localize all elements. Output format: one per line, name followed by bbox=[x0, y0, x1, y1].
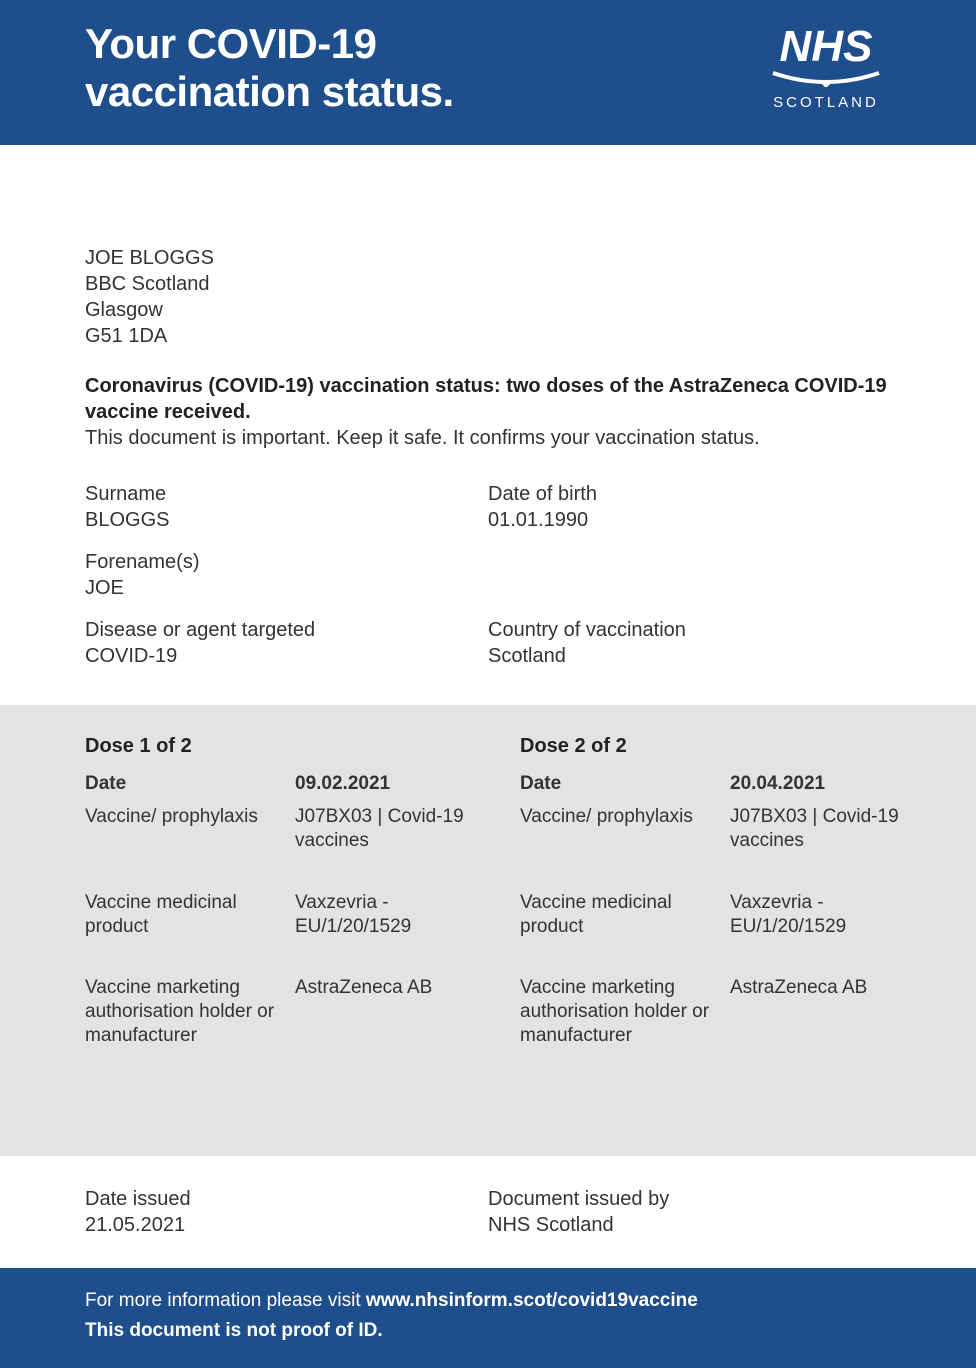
title-line-2: vaccination status. bbox=[85, 68, 454, 115]
dose1-product: Vaxzevria - EU/1/20/1529 bbox=[295, 891, 520, 977]
dose-grid: Dose 1 of 2 Dose 2 of 2 Date 09.02.2021 … bbox=[85, 735, 891, 1086]
dose1-title: Dose 1 of 2 bbox=[85, 735, 520, 758]
surname-block: Surname BLOGGS bbox=[85, 481, 488, 533]
dose-section: Dose 1 of 2 Dose 2 of 2 Date 09.02.2021 … bbox=[0, 705, 976, 1156]
surname-label: Surname bbox=[85, 481, 488, 507]
dose1-prophylaxis-label: Vaccine/ prophylaxis bbox=[85, 805, 295, 891]
dose2-prophylaxis-label: Vaccine/ prophylaxis bbox=[520, 805, 730, 891]
date-issued-block: Date issued 21.05.2021 bbox=[85, 1186, 488, 1238]
dose2-title: Dose 2 of 2 bbox=[520, 735, 955, 758]
dob-block: Date of birth 01.01.1990 bbox=[488, 481, 891, 533]
surname-value: BLOGGS bbox=[85, 507, 488, 533]
nhs-logo-sub: SCOTLAND bbox=[771, 94, 881, 111]
issued-by-value: NHS Scotland bbox=[488, 1212, 891, 1238]
nhs-logo: NHS SCOTLAND bbox=[771, 25, 891, 111]
footer-details: Date issued 21.05.2021 Document issued b… bbox=[0, 1156, 976, 1268]
content-upper: JOE BLOGGS BBC Scotland Glasgow G51 1DA … bbox=[0, 145, 976, 705]
header-banner: Your COVID-19 vaccination status. NHS SC… bbox=[0, 0, 976, 145]
dose2-date: 20.04.2021 bbox=[730, 772, 955, 806]
country-value: Scotland bbox=[488, 643, 891, 669]
address-org: BBC Scotland bbox=[85, 271, 891, 297]
forename-block: Forename(s) JOE bbox=[85, 549, 488, 601]
country-label: Country of vaccination bbox=[488, 617, 891, 643]
status-subtext: This document is important. Keep it safe… bbox=[85, 425, 891, 451]
footer-not-proof: This document is not proof of ID. bbox=[85, 1316, 891, 1346]
dose2-manufacturer-label: Vaccine marketing authorisation holder o… bbox=[520, 976, 730, 1085]
dose1-manufacturer: AstraZeneca AB bbox=[295, 976, 520, 1085]
country-block: Country of vaccination Scotland bbox=[488, 617, 891, 669]
footer-banner: For more information please visit www.nh… bbox=[0, 1268, 976, 1368]
recipient-address: JOE BLOGGS BBC Scotland Glasgow G51 1DA bbox=[85, 245, 891, 349]
dob-label: Date of birth bbox=[488, 481, 891, 507]
dose1-date-label: Date bbox=[85, 772, 295, 806]
dose2-prophylaxis: J07BX03 | Covid-19 vaccines bbox=[730, 805, 955, 891]
dose1-manufacturer-label: Vaccine marketing authorisation holder o… bbox=[85, 976, 295, 1085]
dose2-date-label: Date bbox=[520, 772, 730, 806]
personal-details: Surname BLOGGS Date of birth 01.01.1990 … bbox=[85, 481, 891, 675]
nhs-logo-text: NHS bbox=[771, 25, 881, 69]
date-issued-label: Date issued bbox=[85, 1186, 488, 1212]
dose2-manufacturer: AstraZeneca AB bbox=[730, 976, 955, 1085]
disease-label: Disease or agent targeted bbox=[85, 617, 488, 643]
dob-value: 01.01.1990 bbox=[488, 507, 891, 533]
disease-value: COVID-19 bbox=[85, 643, 488, 669]
forename-label: Forename(s) bbox=[85, 549, 488, 575]
footer-info-link: www.nhsinform.scot/covid19vaccine bbox=[366, 1290, 698, 1311]
disease-block: Disease or agent targeted COVID-19 bbox=[85, 617, 488, 669]
issued-by-block: Document issued by NHS Scotland bbox=[488, 1186, 891, 1238]
footer-info-line: For more information please visit www.nh… bbox=[85, 1286, 891, 1316]
nhs-curve-icon bbox=[771, 71, 881, 87]
dose1-date: 09.02.2021 bbox=[295, 772, 520, 806]
issued-by-label: Document issued by bbox=[488, 1186, 891, 1212]
date-issued-value: 21.05.2021 bbox=[85, 1212, 488, 1238]
page-title: Your COVID-19 vaccination status. bbox=[85, 20, 454, 117]
dose2-product: Vaxzevria - EU/1/20/1529 bbox=[730, 891, 955, 977]
footer-info-prefix: For more information please visit bbox=[85, 1290, 366, 1311]
title-line-1: Your COVID-19 bbox=[85, 20, 376, 67]
dose1-prophylaxis: J07BX03 | Covid-19 vaccines bbox=[295, 805, 520, 891]
status-heading: Coronavirus (COVID-19) vaccination statu… bbox=[85, 373, 891, 425]
address-name: JOE BLOGGS bbox=[85, 245, 891, 271]
address-postcode: G51 1DA bbox=[85, 323, 891, 349]
address-city: Glasgow bbox=[85, 297, 891, 323]
forename-value: JOE bbox=[85, 575, 488, 601]
dose1-product-label: Vaccine medicinal product bbox=[85, 891, 295, 977]
dose2-product-label: Vaccine medicinal product bbox=[520, 891, 730, 977]
